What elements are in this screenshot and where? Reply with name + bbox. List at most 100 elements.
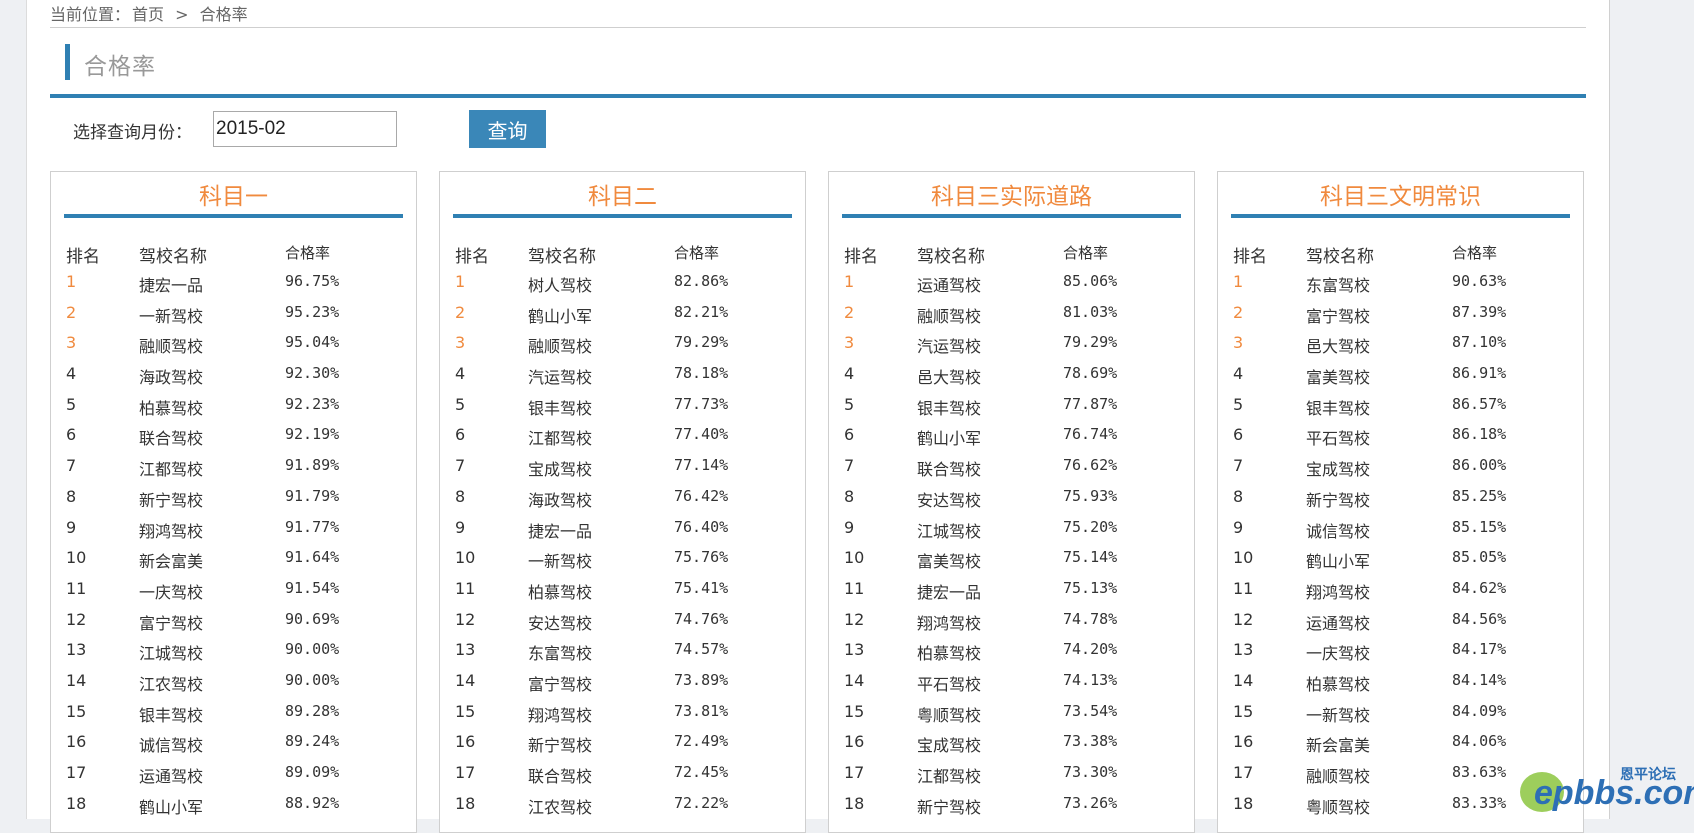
school-name-cell[interactable]: 江城驾校 bbox=[917, 521, 982, 541]
school-name-cell[interactable]: 运通驾校 bbox=[139, 767, 204, 786]
school-name-cell[interactable]: 江都驾校 bbox=[528, 429, 593, 449]
school-name-cell[interactable]: 宝成驾校 bbox=[1306, 460, 1371, 480]
rank-cell: 17 bbox=[1233, 763, 1254, 782]
school-name-cell[interactable]: 新宁驾校 bbox=[528, 736, 593, 756]
school-name-cell[interactable]: 融顺驾校 bbox=[139, 337, 204, 357]
table-body: 1 运通驾校 85.06% 2 融顺驾校 81.03% 3 汽运驾校 79.29% 4 邑大驾校 78… bbox=[842, 272, 1182, 824]
pass-rate-cell: 86.18% bbox=[1452, 425, 1507, 444]
pass-rate-cell: 91.54% bbox=[285, 578, 340, 597]
school-name-cell[interactable]: 富宁驾校 bbox=[139, 613, 204, 633]
month-query-input[interactable] bbox=[213, 111, 397, 147]
school-name-cell[interactable]: 翔鸿驾校 bbox=[139, 521, 204, 541]
school-name-cell[interactable]: 诚信驾校 bbox=[1306, 521, 1371, 541]
school-name-cell[interactable]: 东富驾校 bbox=[528, 644, 593, 664]
rank-cell: 11 bbox=[66, 578, 87, 598]
school-name-cell[interactable]: 柏慕驾校 bbox=[528, 582, 593, 602]
pass-rate-cell: 75.93% bbox=[1063, 486, 1118, 505]
school-name-cell[interactable]: 宝成驾校 bbox=[528, 460, 593, 480]
school-name-cell[interactable]: 运通驾校 bbox=[1306, 613, 1371, 633]
school-name-cell[interactable]: 海政驾校 bbox=[528, 490, 593, 510]
school-name-cell[interactable]: 翔鸿驾校 bbox=[917, 613, 982, 633]
school-name-cell[interactable]: 新宁驾校 bbox=[917, 797, 982, 817]
school-name-cell[interactable]: 粤顺驾校 bbox=[1306, 797, 1371, 817]
table-row: 6 鹤山小军 76.74% bbox=[842, 425, 1182, 456]
school-name-cell[interactable]: 平石驾校 bbox=[1306, 429, 1371, 449]
school-name-cell[interactable]: 江农驾校 bbox=[139, 674, 204, 694]
rank-cell: 8 bbox=[1233, 486, 1244, 506]
school-name-cell[interactable]: 富美驾校 bbox=[917, 552, 982, 572]
school-name-cell[interactable]: 新宁驾校 bbox=[139, 490, 204, 510]
school-name-cell[interactable]: 新会富美 bbox=[1306, 736, 1371, 756]
school-name-cell[interactable]: 鹤山小军 bbox=[139, 797, 204, 817]
school-name-cell[interactable]: 安达驾校 bbox=[528, 613, 593, 633]
school-name-cell[interactable]: 一新驾校 bbox=[139, 306, 204, 326]
school-name-cell[interactable]: 诚信驾校 bbox=[139, 736, 204, 756]
school-name-cell[interactable]: 融顺驾校 bbox=[917, 306, 982, 326]
school-name-cell[interactable]: 一新驾校 bbox=[528, 552, 593, 572]
school-name-cell[interactable]: 运通驾校 bbox=[917, 276, 982, 295]
school-name-cell[interactable]: 一庆驾校 bbox=[1306, 644, 1371, 664]
table-row: 9 诚信驾校 85.15% bbox=[1231, 518, 1571, 549]
school-name-cell[interactable]: 捷宏一品 bbox=[528, 521, 593, 541]
school-name-cell[interactable]: 柏慕驾校 bbox=[1306, 674, 1371, 694]
school-name-cell[interactable]: 富宁驾校 bbox=[528, 674, 593, 694]
school-name-cell[interactable]: 捷宏一品 bbox=[139, 276, 204, 295]
school-name-cell[interactable]: 粤顺驾校 bbox=[917, 705, 982, 725]
pass-rate-cell: 72.49% bbox=[674, 732, 729, 751]
school-name-cell[interactable]: 安达驾校 bbox=[917, 490, 982, 510]
school-name-cell[interactable]: 新会富美 bbox=[139, 552, 204, 572]
table-body: 1 捷宏一品 96.75% 2 一新驾校 95.23% 3 融顺驾校 95.04% 4 海政驾校 92… bbox=[64, 272, 404, 824]
school-name-cell[interactable]: 邑大驾校 bbox=[1306, 337, 1371, 357]
school-name-cell[interactable]: 柏慕驾校 bbox=[917, 644, 982, 664]
school-name-cell[interactable]: 新宁驾校 bbox=[1306, 490, 1371, 510]
school-name-cell[interactable]: 江都驾校 bbox=[917, 767, 982, 786]
school-name-cell[interactable]: 银丰驾校 bbox=[1306, 398, 1371, 418]
school-name-cell[interactable]: 银丰驾校 bbox=[528, 398, 593, 418]
school-name-cell[interactable]: 汽运驾校 bbox=[528, 368, 593, 388]
school-name-cell[interactable]: 邑大驾校 bbox=[917, 368, 982, 388]
rank-cell: 14 bbox=[1233, 670, 1254, 690]
pass-rate-cell: 90.63% bbox=[1452, 272, 1507, 290]
school-name-cell[interactable]: 联合驾校 bbox=[528, 767, 593, 786]
school-name-cell[interactable]: 富美驾校 bbox=[1306, 368, 1371, 388]
school-name-cell[interactable]: 联合驾校 bbox=[139, 429, 204, 449]
school-name-cell[interactable]: 海政驾校 bbox=[139, 368, 204, 388]
school-name-cell[interactable]: 江城驾校 bbox=[139, 644, 204, 664]
school-name-cell[interactable]: 鹤山小军 bbox=[1306, 552, 1371, 572]
school-name-cell[interactable]: 汽运驾校 bbox=[917, 337, 982, 357]
school-name-cell[interactable]: 一庆驾校 bbox=[139, 582, 204, 602]
school-name-cell[interactable]: 一新驾校 bbox=[1306, 705, 1371, 725]
school-name-cell[interactable]: 宝成驾校 bbox=[917, 736, 982, 756]
school-name-cell[interactable]: 富宁驾校 bbox=[1306, 306, 1371, 326]
school-name-cell[interactable]: 联合驾校 bbox=[917, 460, 982, 480]
school-name-cell[interactable]: 翔鸿驾校 bbox=[1306, 582, 1371, 602]
rank-cell: 6 bbox=[844, 425, 855, 445]
header-rank: 排名 bbox=[455, 247, 489, 267]
school-name-cell[interactable]: 银丰驾校 bbox=[917, 398, 982, 418]
rank-cell: 13 bbox=[1233, 640, 1254, 660]
school-name-cell[interactable]: 树人驾校 bbox=[528, 276, 593, 295]
header-school: 驾校名称 bbox=[917, 247, 985, 267]
school-name-cell[interactable]: 鹤山小军 bbox=[917, 429, 982, 449]
breadcrumb-home-link[interactable]: 首页 bbox=[132, 5, 165, 24]
query-button[interactable]: 查询 bbox=[469, 110, 546, 148]
rank-cell: 11 bbox=[844, 578, 865, 598]
school-name-cell[interactable]: 捷宏一品 bbox=[917, 582, 982, 602]
school-name-cell[interactable]: 融顺驾校 bbox=[528, 337, 593, 357]
month-query-label: 选择查询月份： bbox=[73, 123, 192, 143]
school-name-cell[interactable]: 江都驾校 bbox=[139, 460, 204, 480]
table-row: 7 江都驾校 91.89% bbox=[64, 456, 404, 487]
table-row: 18 江农驾校 72.22% bbox=[453, 794, 793, 825]
school-name-cell[interactable]: 融顺驾校 bbox=[1306, 767, 1371, 786]
rank-cell: 5 bbox=[455, 394, 466, 414]
pass-rate-cell: 86.91% bbox=[1452, 364, 1507, 383]
school-name-cell[interactable]: 柏慕驾校 bbox=[139, 398, 204, 418]
school-name-cell[interactable]: 翔鸿驾校 bbox=[528, 705, 593, 725]
school-name-cell[interactable]: 江农驾校 bbox=[528, 797, 593, 817]
school-name-cell[interactable]: 平石驾校 bbox=[917, 674, 982, 694]
table-row: 3 邑大驾校 87.10% bbox=[1231, 333, 1571, 364]
school-name-cell[interactable]: 鹤山小军 bbox=[528, 306, 593, 326]
pass-rate-cell: 74.78% bbox=[1063, 609, 1118, 628]
school-name-cell[interactable]: 银丰驾校 bbox=[139, 705, 204, 725]
school-name-cell[interactable]: 东富驾校 bbox=[1306, 276, 1371, 295]
